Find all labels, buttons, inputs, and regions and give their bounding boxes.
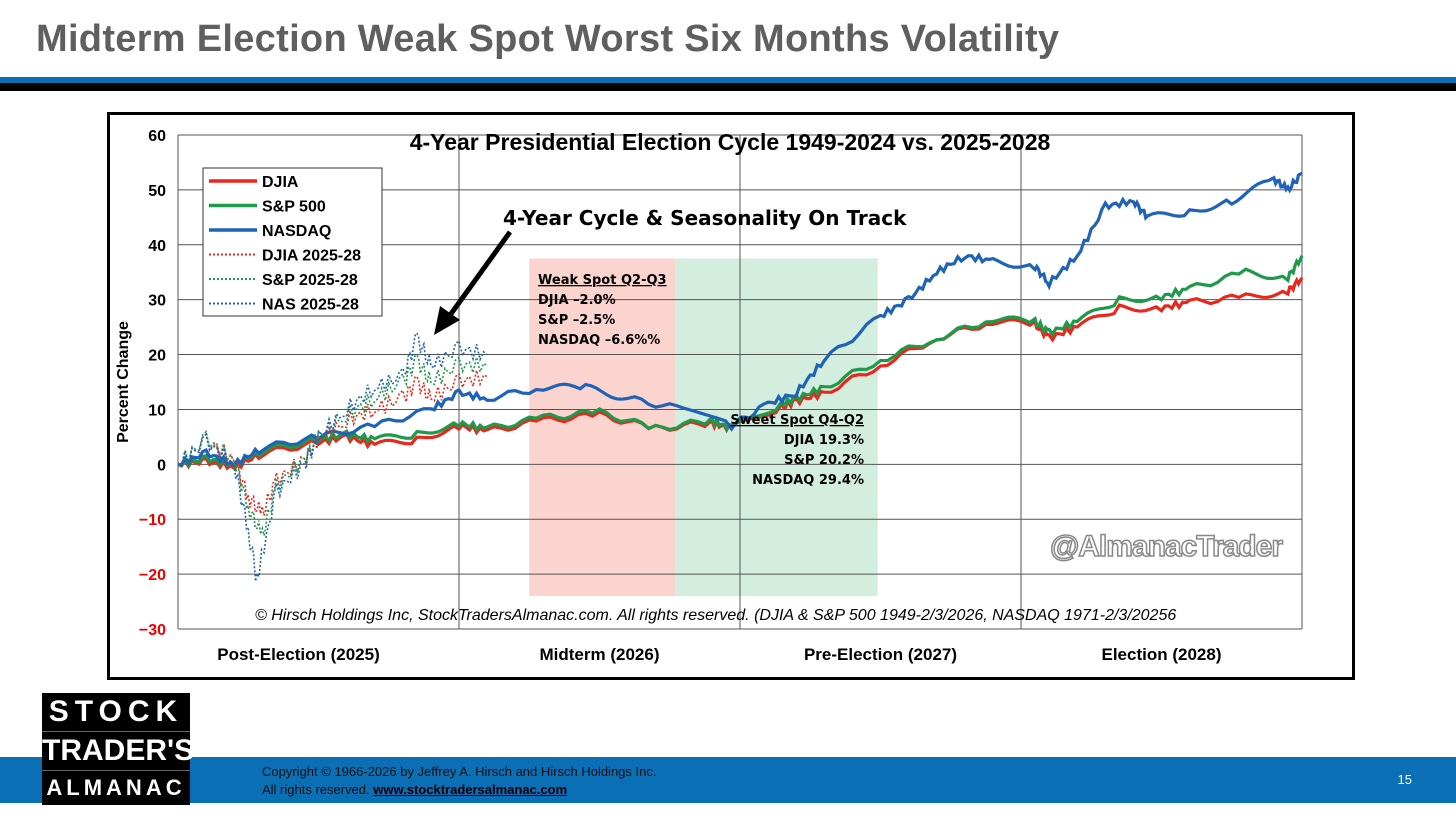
x-category-label: Post-Election (2025) [217,645,380,664]
rights-text: All rights reserved. [262,782,370,797]
chart-frame [107,112,1355,680]
logo-line: ALMANAC [46,775,186,800]
series-line-nasdaq [177,171,1303,469]
sweet-spot-stat: NASDAQ 29.4% [752,473,864,488]
logo-line: TRADER'S [42,732,194,771]
y-tick-label: 10 [148,402,166,419]
website-link[interactable]: www.stocktradersalmanac.com [373,782,568,797]
legend-label: NASDAQ [262,223,331,240]
series-line-nas-2025-28 [177,331,488,582]
y-axis-label: Percent Change [115,321,132,443]
sweet-spot-title: Sweet Spot Q4-Q2 [730,413,864,428]
legend-label: S&P 2025-28 [262,272,358,289]
weak-spot-title: Weak Spot Q2-Q3 [538,273,667,288]
copyright-text: Copyright © 1966-2026 by Jeffrey A. Hirs… [262,764,657,779]
y-tick-label: 60 [148,128,166,145]
legend-label: DJIA 2025-28 [262,248,361,265]
weak-spot-stat: S&P –2.5% [538,313,615,328]
x-category-label: Pre-Election (2027) [804,645,957,664]
y-tick-label: 20 [148,348,166,365]
series-line-s-p-2025-28 [177,354,488,536]
y-tick-label: 30 [148,293,166,310]
legend-label: DJIA [262,174,299,191]
page-number: 15 [1397,772,1412,787]
header-black-rule [0,83,1456,91]
y-tick-label: −10 [139,512,166,529]
sweet-spot-region [675,258,878,597]
weak-spot-stat: DJIA –2.0% [538,293,616,308]
logo-line: STOCK [42,693,190,732]
sweet-spot-stat: DJIA 19.3% [784,433,864,448]
sweet-spot-stat: S&P 20.2% [784,453,864,468]
source-note: © Hirsch Holdings Inc, StockTradersAlman… [255,607,1176,624]
legend-label: NAS 2025-28 [262,297,359,314]
weak-spot-stat: NASDAQ –6.6%% [538,333,660,348]
arrow-head-icon [434,306,460,335]
footer-bar [0,757,1456,803]
y-tick-label: 0 [157,457,166,474]
logo: STOCK TRADER'S ALMANAC [42,693,194,805]
annotation-text: 4-Year Cycle & Seasonality On Track [503,206,907,230]
x-category-label: Election (2028) [1102,645,1222,664]
legend-label: S&P 500 [262,199,326,216]
series-line-djia-2025-28 [177,370,488,516]
annotation-arrow [445,230,513,320]
slide-title: Midterm Election Weak Spot Worst Six Mon… [36,18,1060,60]
header-blue-rule [0,77,1456,83]
chart-title: 4-Year Presidential Election Cycle 1949-… [410,129,1051,155]
y-tick-label: −20 [139,567,166,584]
legend-box [202,167,383,317]
y-tick-label: 40 [148,238,166,255]
x-category-label: Midterm (2026) [540,645,660,664]
y-tick-label: 50 [148,183,166,200]
y-tick-label: −30 [139,622,166,639]
copyright: Copyright © 1966-2026 by Jeffrey A. Hirs… [262,763,656,799]
watermark: @AlmanacTrader [1050,530,1283,563]
